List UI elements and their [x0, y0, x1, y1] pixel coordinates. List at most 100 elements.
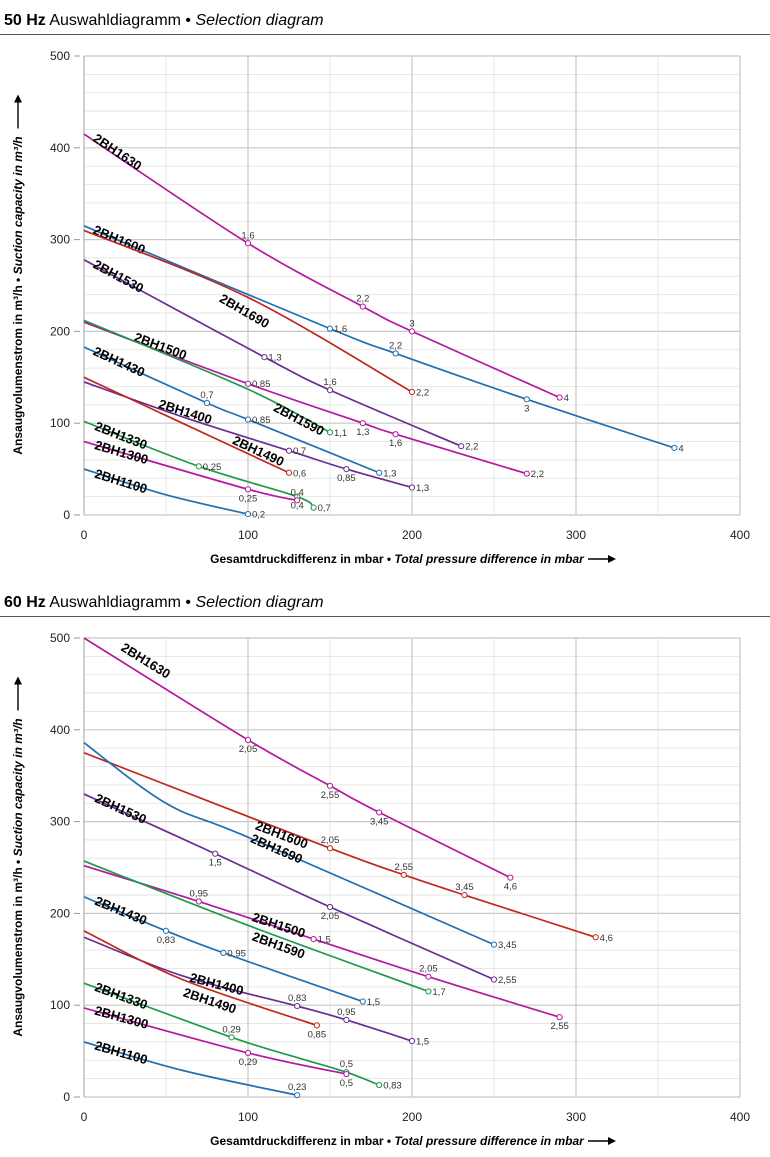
chart-title-60hz: 60 Hz Auswahldiagramm • Selection diagra…	[4, 594, 324, 612]
y-axis-arrow-icon	[14, 676, 22, 685]
title-frequency: 50 Hz	[4, 12, 46, 29]
data-point	[244, 1049, 252, 1057]
data-point	[294, 1092, 301, 1099]
y-axis-arrow-icon	[14, 94, 22, 103]
series-line	[83, 1007, 347, 1075]
curve-label: 2BH1500	[132, 329, 189, 362]
x-tick-label: 0	[81, 1110, 88, 1124]
data-label: 0,23	[288, 1082, 307, 1093]
data-point	[461, 891, 468, 899]
x-tick-label: 300	[566, 1110, 586, 1124]
series-line	[83, 225, 675, 449]
data-label: 2,2	[389, 340, 402, 351]
data-label: 1,3	[383, 468, 396, 479]
data-label: 0,95	[337, 1007, 356, 1018]
data-label: 0,5	[340, 1078, 353, 1089]
y-tick-label: 100	[50, 416, 70, 430]
data-point	[408, 1037, 416, 1045]
data-label: 1,5	[367, 997, 380, 1008]
data-point	[490, 941, 498, 948]
data-point	[376, 1081, 383, 1089]
data-label: 2,2	[465, 442, 478, 453]
curve-label: 2BH1630	[118, 640, 173, 682]
data-label: 0,83	[383, 1081, 402, 1092]
y-tick-label: 500	[50, 49, 70, 63]
data-point	[326, 903, 334, 911]
data-point	[244, 380, 252, 387]
data-label: 2,55	[395, 862, 414, 873]
data-label: 3	[409, 318, 414, 329]
data-label: 1,3	[268, 353, 281, 364]
data-label: 0,95	[227, 948, 246, 959]
series-line	[83, 896, 364, 1003]
data-point	[343, 466, 350, 473]
data-point	[425, 973, 432, 980]
curve-label: 2BH1430	[91, 343, 147, 379]
data-label: 2,05	[321, 835, 340, 846]
data-label: 1,1	[334, 428, 347, 439]
data-label: 0,2	[252, 510, 265, 521]
y-tick-label: 200	[50, 324, 70, 338]
data-label: 0,25	[239, 493, 258, 504]
series-line	[83, 468, 249, 515]
data-label: 0,83	[157, 935, 176, 946]
data-point	[359, 420, 366, 427]
data-label: 2,05	[239, 744, 258, 755]
series-line	[83, 982, 380, 1086]
title-english: Selection diagram	[195, 594, 324, 611]
y-tick-label: 500	[50, 631, 70, 645]
data-label: 3,45	[498, 940, 517, 951]
data-label: 4,6	[504, 882, 517, 893]
x-axis-arrow-icon	[608, 555, 616, 563]
data-label: 0,85	[252, 415, 271, 426]
series-2bh1630: 1,6 2,2 3 4 2BH1630	[83, 130, 569, 404]
data-label: 3,45	[455, 882, 474, 893]
x-axis-label: Gesamtdruckdifferenz in mbar • Total pre…	[210, 1134, 585, 1148]
data-point	[523, 396, 530, 403]
data-point	[244, 240, 252, 247]
data-label: 4	[678, 443, 683, 454]
title-german: Auswahldiagramm •	[49, 594, 192, 611]
curve-label: 2BH1490	[230, 433, 286, 470]
data-label: 2,55	[550, 1021, 569, 1032]
series-line	[83, 376, 290, 474]
data-point	[162, 927, 170, 934]
data-point	[285, 469, 293, 476]
x-tick-label: 400	[730, 1110, 750, 1124]
y-tick-label: 300	[50, 815, 70, 829]
data-point	[220, 949, 227, 956]
data-label: 2,55	[321, 790, 340, 801]
data-point	[313, 1022, 320, 1029]
chart-60hz: 0 100 200 300 400 500 0 100 200 300 400 Gesamtdruck…	[11, 631, 750, 1148]
series-line	[83, 229, 413, 393]
chart-title-50hz: 50 Hz Auswahldiagramm • Selection diagra…	[4, 12, 324, 30]
data-point	[343, 1016, 350, 1023]
data-label: 1,3	[356, 427, 369, 438]
grid	[83, 55, 741, 516]
data-point	[310, 504, 317, 511]
series-line	[83, 793, 495, 981]
data-point	[228, 1034, 235, 1041]
series-2bh1500: 0,85 1,3 1,6 2,2 2BH1500	[83, 321, 544, 480]
y-tick-label: 0	[63, 508, 70, 522]
data-label: 2,05	[321, 911, 340, 922]
series-line	[83, 346, 380, 474]
curve-label: 2BH1630	[91, 130, 145, 173]
data-point	[490, 976, 498, 983]
data-point	[556, 1014, 563, 1021]
data-point	[326, 782, 334, 789]
data-label: 0,85	[308, 1029, 327, 1040]
data-label: 2,05	[419, 964, 438, 975]
x-tick-label: 200	[402, 1110, 422, 1124]
y-tick-label: 300	[50, 233, 70, 247]
data-label: 1,6	[323, 377, 336, 388]
series-line	[83, 930, 318, 1027]
data-label: 3	[524, 403, 529, 414]
data-point	[458, 443, 465, 450]
data-label: 1,7	[432, 987, 445, 998]
title-frequency: 60 Hz	[4, 594, 46, 611]
data-label: 1,5	[318, 935, 331, 946]
data-point	[285, 447, 293, 454]
data-label: 0,7	[318, 503, 331, 514]
chart-50hz: 0 100 200 300 400 500 0 100 200 300 400 Gesamtdruck…	[11, 49, 750, 566]
